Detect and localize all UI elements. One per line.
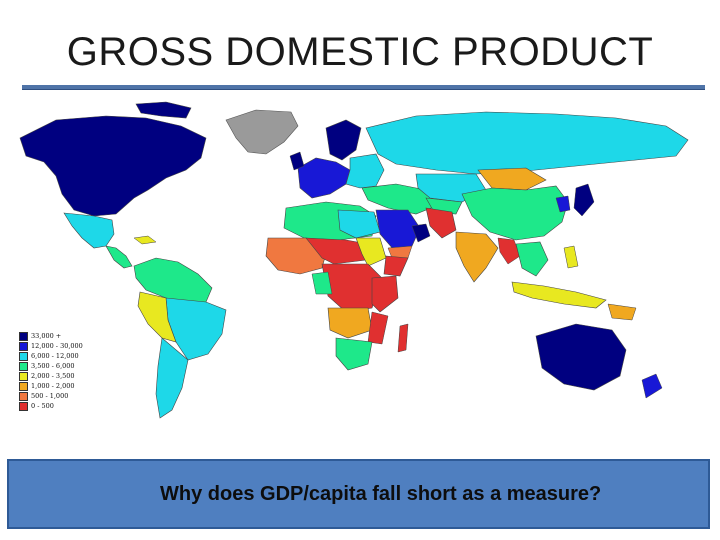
legend-row: 3,500 - 6,000 <box>19 361 97 371</box>
region-arctic-islands <box>135 101 192 119</box>
legend-row: 12,000 - 30,000 <box>19 341 97 351</box>
region-eastern-europe <box>345 153 385 189</box>
region-indonesia <box>511 281 607 309</box>
region-gabon-congo <box>311 271 333 295</box>
legend-label: 0 - 500 <box>31 402 54 410</box>
legend-swatch <box>19 331 28 341</box>
region-china <box>461 185 569 241</box>
region-southern-africa <box>335 337 373 371</box>
region-sudan <box>355 237 387 267</box>
region-australia <box>535 323 627 391</box>
slide-caption: Why does GDP/capita fall short as a meas… <box>160 483 602 505</box>
world-gdp-map <box>16 98 704 453</box>
region-yemen <box>387 245 413 259</box>
region-korea <box>555 195 571 213</box>
region-caribbean <box>133 235 157 245</box>
region-mozambique <box>367 311 389 345</box>
region-east-africa <box>371 275 399 313</box>
legend-label: 1,000 - 2,000 <box>31 382 75 390</box>
region-greenland <box>225 109 299 155</box>
region-india <box>455 231 499 283</box>
region-gulf <box>411 223 431 243</box>
region-peru-bolivia <box>137 291 177 343</box>
region-new-zealand <box>641 373 663 399</box>
region-angola-zambia <box>327 307 373 339</box>
region-uk <box>289 151 305 171</box>
region-mexico <box>63 212 115 249</box>
slide-title: GROSS DOMESTIC PRODUCT <box>66 30 654 74</box>
map-legend: 33,000 + 12,000 - 30,000 6,000 - 12,000 … <box>19 331 97 411</box>
region-scandinavia <box>325 119 362 161</box>
region-central-america <box>105 245 133 269</box>
region-horn-africa <box>383 255 409 277</box>
region-papua <box>607 303 637 321</box>
legend-row: 33,000 + <box>19 331 97 341</box>
legend-row: 1,000 - 2,000 <box>19 381 97 391</box>
legend-swatch <box>19 401 28 411</box>
legend-label: 2,000 - 3,500 <box>31 372 75 380</box>
region-bangladesh-myanmar <box>497 237 521 265</box>
legend-label: 500 - 1,000 <box>31 392 69 400</box>
legend-swatch <box>19 361 28 371</box>
region-argentina-chile <box>155 337 189 419</box>
region-russia <box>365 111 689 175</box>
region-philippines <box>563 245 579 269</box>
region-north-america <box>19 115 207 217</box>
legend-swatch <box>19 341 28 351</box>
legend-row: 2,000 - 3,500 <box>19 371 97 381</box>
legend-label: 6,000 - 12,000 <box>31 352 79 360</box>
region-turkey-iran <box>361 183 437 215</box>
legend-swatch <box>19 391 28 401</box>
region-mongolia <box>477 167 547 191</box>
legend-swatch <box>19 381 28 391</box>
legend-label: 33,000 + <box>31 332 62 340</box>
legend-swatch <box>19 371 28 381</box>
legend-label: 12,000 - 30,000 <box>31 342 83 350</box>
region-madagascar <box>397 323 409 353</box>
region-central-africa <box>321 263 383 313</box>
title-underline <box>22 85 705 90</box>
legend-swatch <box>19 351 28 361</box>
region-japan <box>573 183 595 217</box>
legend-label: 3,500 - 6,000 <box>31 362 75 370</box>
legend-row: 6,000 - 12,000 <box>19 351 97 361</box>
legend-row: 500 - 1,000 <box>19 391 97 401</box>
region-afghanistan-pakistan <box>425 207 457 239</box>
region-western-europe <box>297 157 351 199</box>
caption-panel <box>7 459 710 529</box>
region-libya-egypt <box>337 209 381 239</box>
legend-row: 0 - 500 <box>19 401 97 411</box>
region-southeast-asia <box>515 241 549 277</box>
